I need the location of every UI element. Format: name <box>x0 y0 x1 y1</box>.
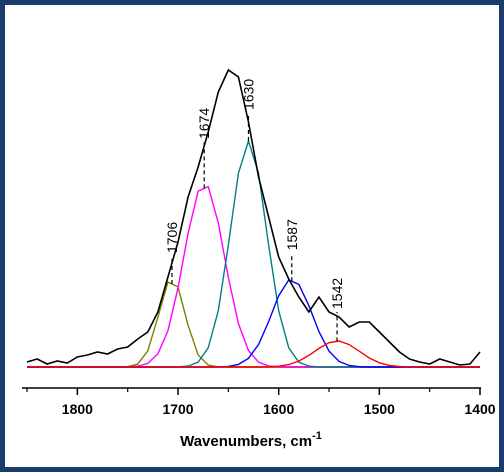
peak-label: 1674 <box>196 108 212 139</box>
x-tick-label: 1600 <box>263 401 294 417</box>
peak-label: 1706 <box>164 222 180 253</box>
x-tick-label: 1400 <box>464 401 495 417</box>
x-axis-title: Wavenumbers, cm-1 <box>180 430 322 450</box>
series-line <box>26 68 481 366</box>
x-tick-label: 1500 <box>364 401 395 417</box>
peak-label: 1587 <box>284 219 300 250</box>
x-tick-label: 1700 <box>162 401 193 417</box>
x-axis-title-text: Wavenumbers, cm <box>180 433 312 450</box>
x-axis-title-superscript: -1 <box>312 430 322 442</box>
series-line <box>27 340 480 368</box>
x-tick-label: 1800 <box>62 401 93 417</box>
peak-label: 1542 <box>329 278 345 309</box>
peak-label: 1630 <box>240 79 256 110</box>
